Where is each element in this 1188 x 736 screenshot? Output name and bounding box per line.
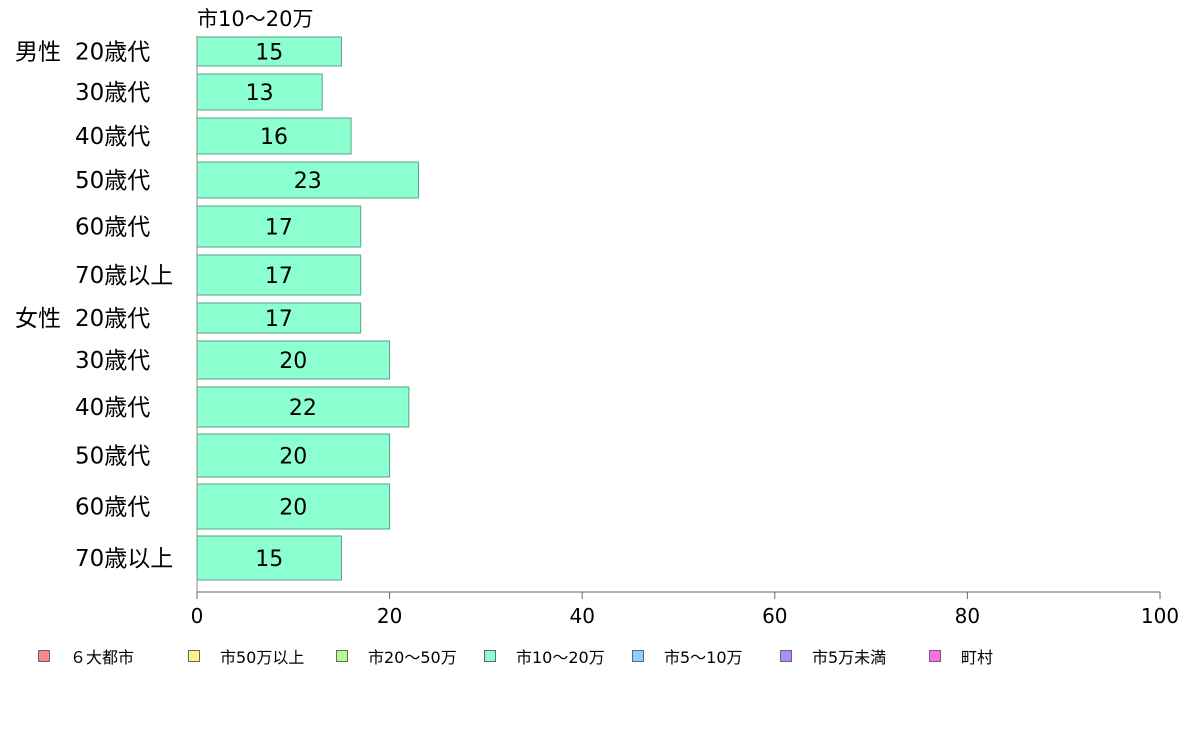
legend-item: 市10〜20万 bbox=[484, 646, 605, 667]
data-label: 20 bbox=[279, 349, 307, 374]
data-label: 17 bbox=[265, 216, 293, 241]
x-tick-label: 0 bbox=[191, 604, 204, 628]
legend-label: 町村 bbox=[961, 648, 994, 667]
legend-swatch bbox=[780, 650, 792, 662]
bar bbox=[196, 535, 342, 581]
bar bbox=[196, 73, 323, 111]
data-label: 13 bbox=[246, 81, 274, 106]
category-label: 50歳代 bbox=[75, 444, 150, 470]
bar bbox=[196, 205, 362, 248]
data-label: 23 bbox=[294, 169, 322, 194]
x-tick-label: 100 bbox=[1141, 604, 1179, 628]
category-label: 40歳代 bbox=[75, 395, 150, 421]
data-label: 16 bbox=[260, 125, 288, 150]
legend-label: 市10〜20万 bbox=[516, 648, 605, 667]
bar bbox=[196, 433, 391, 478]
bar bbox=[196, 161, 419, 199]
legend-label: 市5〜10万 bbox=[664, 648, 743, 667]
data-label: 15 bbox=[255, 547, 283, 572]
legend-swatch bbox=[38, 650, 50, 662]
chart-title: 市10〜20万 bbox=[197, 7, 313, 31]
category-label: 70歳以上 bbox=[75, 546, 173, 572]
legend-label: 市20〜50万 bbox=[368, 648, 457, 667]
category-label: 60歳代 bbox=[75, 495, 150, 521]
data-label: 20 bbox=[279, 445, 307, 470]
legend-item: 市5万未満 bbox=[780, 646, 887, 667]
x-axis: 0 20 40 60 80 100 bbox=[191, 36, 1179, 628]
legend-swatch bbox=[484, 650, 496, 662]
category-label: 30歳代 bbox=[75, 80, 150, 106]
legend-swatch bbox=[188, 650, 200, 662]
group-label: 男性 bbox=[15, 40, 61, 66]
legend-item: 町村 bbox=[929, 646, 994, 667]
x-tick-label: 20 bbox=[377, 604, 402, 628]
legend-item: 市50万以上 bbox=[188, 646, 305, 667]
legend-item: 市20〜50万 bbox=[336, 646, 457, 667]
legend-label: 市5万未満 bbox=[812, 648, 887, 667]
category-label: 70歳以上 bbox=[75, 263, 173, 289]
legend-item: 市5〜10万 bbox=[632, 646, 743, 667]
bar bbox=[196, 117, 352, 155]
legend-swatch bbox=[632, 650, 644, 662]
data-label: 15 bbox=[255, 41, 283, 66]
bar bbox=[196, 302, 362, 334]
data-label: 17 bbox=[265, 264, 293, 289]
category-label: 50歳代 bbox=[75, 168, 150, 194]
labels-layer: 20歳代 30歳代 40歳代 50歳代 60歳代 70歳以上 20歳代 30歳代 40歳代 50歳… bbox=[15, 40, 173, 573]
x-tick-label: 80 bbox=[955, 604, 980, 628]
x-tick-label: 40 bbox=[569, 604, 594, 628]
legend-label: ６大都市 bbox=[70, 648, 135, 667]
category-label: 30歳代 bbox=[75, 348, 150, 374]
data-label: 20 bbox=[279, 496, 307, 521]
data-label: 17 bbox=[265, 307, 293, 332]
legend-swatch bbox=[336, 650, 348, 662]
data-label: 22 bbox=[289, 396, 317, 421]
bar bbox=[196, 483, 391, 530]
bar bbox=[196, 36, 342, 67]
category-label: 60歳代 bbox=[75, 215, 150, 241]
legend-label: 市50万以上 bbox=[220, 648, 305, 667]
category-label: 40歳代 bbox=[75, 124, 150, 150]
category-label: 20歳代 bbox=[75, 40, 150, 66]
legend-item: ６大都市 bbox=[38, 646, 135, 667]
group-label: 女性 bbox=[15, 306, 61, 332]
legend-swatch bbox=[929, 650, 941, 662]
x-tick-label: 60 bbox=[762, 604, 787, 628]
category-label: 20歳代 bbox=[75, 306, 150, 332]
